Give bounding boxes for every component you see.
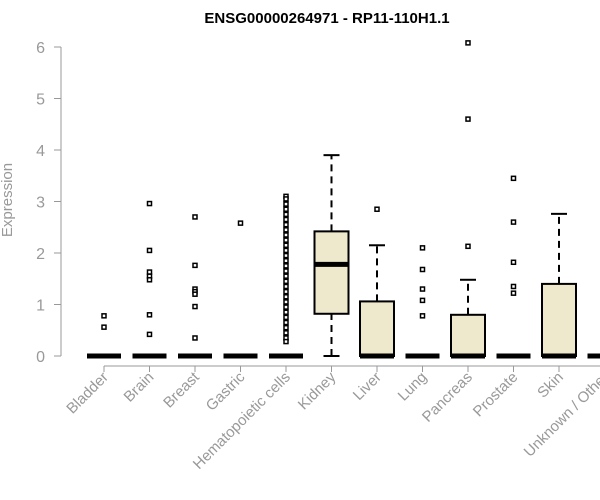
box-group <box>450 40 486 359</box>
outlier-point <box>283 268 289 274</box>
x-tick-label: Brain <box>121 369 158 406</box>
box-group <box>359 206 395 359</box>
outlier-point <box>283 247 289 254</box>
y-tick-label: 5 <box>36 92 45 109</box>
outlier-point <box>283 319 289 326</box>
outlier-point <box>510 290 517 296</box>
outlier-point <box>419 266 426 273</box>
outlier-point <box>465 40 471 46</box>
outlier-point <box>146 200 153 207</box>
x-tick-label: Liver <box>350 369 385 404</box>
x-tick-label: Bladder <box>63 369 112 418</box>
outlier-point <box>283 196 289 202</box>
outlier-point <box>192 291 198 297</box>
outlier-point <box>510 175 517 182</box>
box-group <box>87 313 121 359</box>
outlier-point <box>283 283 289 290</box>
y-tick-label: 3 <box>36 195 45 212</box>
box-group <box>496 175 531 359</box>
outlier-point <box>419 245 426 251</box>
outlier-point <box>283 242 289 249</box>
outlier-point <box>283 273 289 279</box>
outlier-point <box>419 313 426 319</box>
outlier-point <box>283 216 289 223</box>
outlier-point <box>192 214 198 220</box>
y-tick-label: 6 <box>36 40 45 57</box>
outlier-point <box>283 294 289 300</box>
outlier-point <box>146 312 153 318</box>
outlier-point <box>237 220 244 226</box>
outlier-point <box>510 283 517 290</box>
y-tick-label: 4 <box>36 143 45 160</box>
y-axis-label: Expression <box>0 163 16 237</box>
outlier-point <box>465 116 471 122</box>
x-tick-label: Pancreas <box>419 369 476 426</box>
outlier-point <box>283 237 289 243</box>
outlier-point <box>283 314 289 321</box>
outlier-point <box>283 201 289 207</box>
outlier-point <box>465 243 471 250</box>
outlier-point <box>101 313 107 319</box>
x-tick-label: Prostate <box>470 369 522 421</box>
outlier-point <box>192 262 198 269</box>
boxplot-marks <box>87 40 600 359</box>
box-iqr <box>541 282 577 357</box>
outlier-point <box>283 221 289 228</box>
outlier-point <box>419 286 426 292</box>
box-group <box>132 200 167 359</box>
outlier-point <box>510 259 517 266</box>
x-tick-label: Breast <box>160 368 203 411</box>
outlier-point <box>510 219 517 225</box>
box-group <box>269 193 303 359</box>
outlier-point <box>283 206 289 212</box>
outlier-point <box>374 206 380 212</box>
box-iqr <box>450 313 486 357</box>
outlier-point <box>283 257 289 264</box>
outlier-point <box>283 309 289 315</box>
chart-title: ENSG00000264971 - RP11-110H1.1 <box>204 10 449 27</box>
y-tick-label: 0 <box>36 349 45 366</box>
outlier-point <box>283 330 289 336</box>
outlier-point <box>101 324 107 330</box>
box-iqr <box>359 300 395 358</box>
outlier-point <box>192 303 198 310</box>
box-group <box>313 154 350 357</box>
box-group <box>541 212 577 359</box>
outlier-point <box>146 331 153 338</box>
box-group <box>587 353 600 359</box>
box-group <box>405 245 440 359</box>
outlier-point <box>283 211 289 218</box>
outlier-point <box>283 338 289 345</box>
outlier-point <box>283 304 289 310</box>
outlier-point <box>283 324 289 331</box>
y-axis: 0 1 2 3 4 5 6 <box>36 40 62 366</box>
outlier-point <box>283 252 289 259</box>
y-tick-label: 2 <box>36 246 45 263</box>
x-tick-label: Kidney <box>295 368 340 413</box>
outlier-point <box>283 278 289 285</box>
outlier-point <box>192 335 198 341</box>
y-tick-label: 1 <box>36 298 45 315</box>
x-tick-label: Lung <box>395 369 431 405</box>
box-group <box>178 214 212 359</box>
outlier-point <box>283 263 289 269</box>
box-iqr <box>313 230 350 315</box>
x-tick-label: Skin <box>534 369 567 402</box>
outlier-point <box>146 277 153 283</box>
outlier-point <box>283 227 289 233</box>
outlier-point <box>419 297 426 304</box>
box-group <box>223 220 258 359</box>
outlier-point <box>283 299 289 305</box>
outlier-point <box>283 232 289 238</box>
outlier-point <box>146 247 153 254</box>
outlier-point <box>283 288 289 295</box>
